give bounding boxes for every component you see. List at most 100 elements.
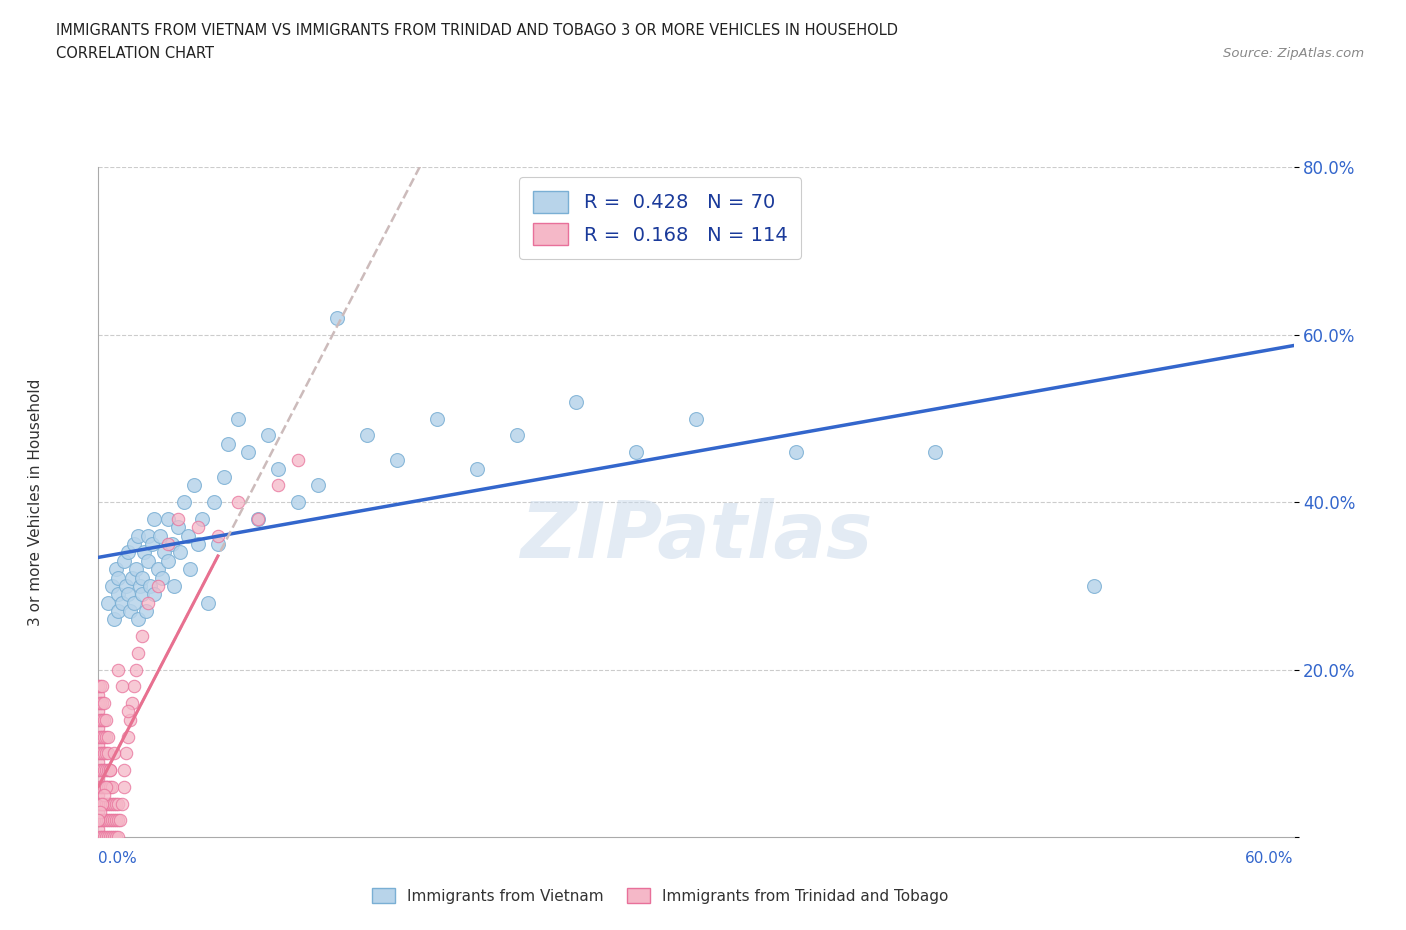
Point <box>506 428 529 443</box>
Point <box>127 645 149 660</box>
Point <box>226 411 249 426</box>
Point <box>187 537 209 551</box>
Point <box>226 495 249 510</box>
Point <box>91 679 114 694</box>
Point <box>87 788 110 803</box>
Point <box>287 453 309 468</box>
Point <box>91 746 114 761</box>
Point <box>117 587 139 602</box>
Point <box>93 796 115 811</box>
Point <box>167 512 190 526</box>
Point <box>148 578 170 593</box>
Point <box>93 729 115 744</box>
Point <box>101 578 124 593</box>
Point <box>326 311 349 325</box>
Point <box>87 696 110 711</box>
Point <box>87 679 110 694</box>
Point <box>101 779 124 794</box>
Point <box>98 796 122 811</box>
Point <box>246 512 269 526</box>
Point <box>96 779 118 794</box>
Point <box>124 679 146 694</box>
Point <box>167 520 190 535</box>
Point <box>212 470 235 485</box>
Point <box>157 512 180 526</box>
Point <box>97 763 120 777</box>
Point <box>148 562 170 577</box>
Point <box>131 587 153 602</box>
Point <box>135 604 157 618</box>
Point <box>202 495 225 510</box>
Point <box>197 595 219 610</box>
Point <box>143 587 166 602</box>
Point <box>91 813 114 828</box>
Point <box>97 595 120 610</box>
Point <box>187 520 209 535</box>
Point <box>96 813 118 828</box>
Point <box>125 662 148 677</box>
Point <box>125 562 148 577</box>
Point <box>287 495 309 510</box>
Text: Source: ZipAtlas.com: Source: ZipAtlas.com <box>1223 46 1364 60</box>
Point <box>87 704 110 719</box>
Point <box>183 478 205 493</box>
Point <box>111 679 134 694</box>
Point <box>131 629 153 644</box>
Point <box>93 830 115 844</box>
Point <box>267 478 290 493</box>
Point <box>87 712 110 727</box>
Point <box>426 411 449 426</box>
Point <box>177 528 200 543</box>
Point <box>160 537 183 551</box>
Point <box>89 712 111 727</box>
Point <box>127 612 149 627</box>
Point <box>141 537 163 551</box>
Point <box>93 712 115 727</box>
Point <box>103 830 125 844</box>
Point <box>97 779 120 794</box>
Point <box>97 729 120 744</box>
Point <box>91 712 114 727</box>
Point <box>87 813 110 828</box>
Point <box>96 830 118 844</box>
Point <box>136 595 159 610</box>
Point <box>157 537 180 551</box>
Point <box>124 537 146 551</box>
Point <box>624 445 647 459</box>
Point <box>307 478 329 493</box>
Point <box>91 763 114 777</box>
Text: IMMIGRANTS FROM VIETNAM VS IMMIGRANTS FROM TRINIDAD AND TOBAGO 3 OR MORE VEHICLE: IMMIGRANTS FROM VIETNAM VS IMMIGRANTS FR… <box>56 23 898 38</box>
Point <box>246 512 269 526</box>
Point <box>356 428 378 443</box>
Text: 60.0%: 60.0% <box>1246 851 1294 866</box>
Point <box>105 813 128 828</box>
Point <box>93 696 115 711</box>
Point <box>173 495 195 510</box>
Point <box>91 729 114 744</box>
Point <box>91 696 114 711</box>
Point <box>115 746 138 761</box>
Point <box>153 545 176 560</box>
Point <box>149 528 172 543</box>
Point <box>89 679 111 694</box>
Point <box>101 813 124 828</box>
Point <box>97 796 120 811</box>
Point <box>256 428 278 443</box>
Point <box>121 570 143 585</box>
Point <box>87 796 110 811</box>
Point <box>87 830 110 844</box>
Point <box>87 687 110 702</box>
Point <box>112 763 135 777</box>
Point <box>107 662 129 677</box>
Point <box>163 578 186 593</box>
Point <box>120 604 142 618</box>
Point <box>87 737 110 752</box>
Point <box>87 763 110 777</box>
Text: CORRELATION CHART: CORRELATION CHART <box>56 46 214 61</box>
Point <box>121 696 143 711</box>
Point <box>89 779 111 794</box>
Point <box>93 788 115 803</box>
Point <box>236 445 259 459</box>
Point <box>93 763 115 777</box>
Point <box>87 721 110 736</box>
